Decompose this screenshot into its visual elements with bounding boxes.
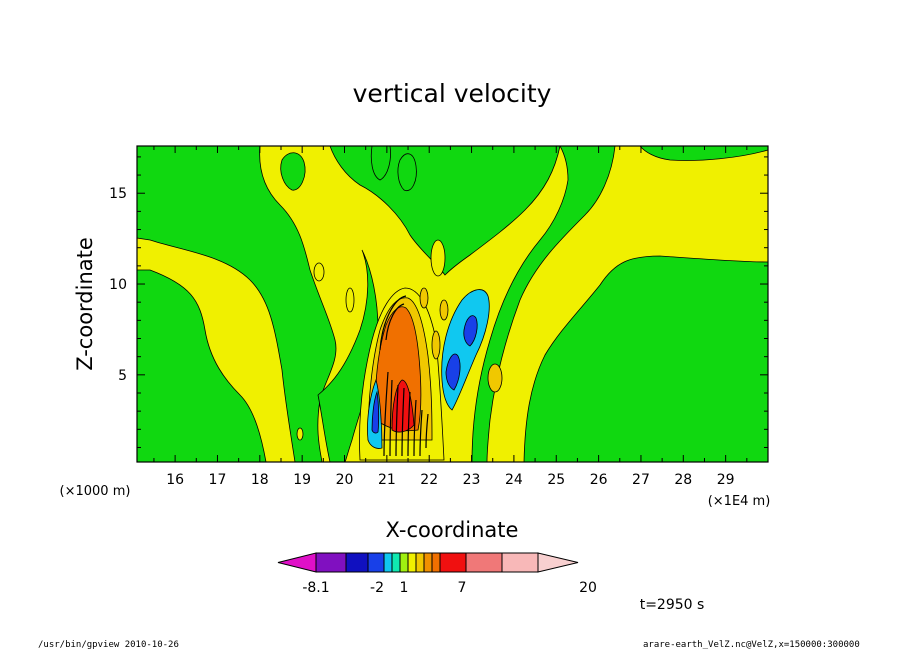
contour-fill-small-cells	[419, 287, 503, 393]
x-tick-label: 22	[420, 472, 438, 488]
contour-line	[419, 409, 423, 457]
x-tick-label: 23	[463, 472, 481, 488]
colorbar-label: -2	[370, 580, 384, 596]
chart-title: vertical velocity	[353, 79, 552, 108]
contour-line	[385, 303, 405, 341]
plot-frame	[136, 145, 769, 463]
y-axis-label: Z-coordinate	[73, 237, 97, 371]
x-axis-unit-right: (×1E4 m)	[708, 494, 771, 509]
x-tick-label: 26	[590, 472, 608, 488]
x-tick-label: 18	[251, 472, 269, 488]
colorbar-arrow-high	[537, 552, 579, 573]
green-region-top-left	[136, 145, 337, 463]
green-region-left	[136, 269, 267, 463]
colorbar-label: 20	[579, 580, 597, 596]
yellow-island-3	[430, 239, 446, 277]
small-cell-1	[487, 363, 503, 393]
colorbar-label: 1	[400, 580, 409, 596]
colorbar-box	[439, 552, 467, 573]
colorbar-box	[315, 552, 347, 573]
green-region-top-right	[639, 145, 769, 161]
contour-fill-downdraft	[441, 289, 490, 411]
colorbar-box	[431, 552, 441, 573]
yellow-island-4	[345, 287, 355, 313]
x-tick-label: 27	[632, 472, 650, 488]
colorbar-labels: -8.1 -2 1 7 20	[302, 580, 597, 596]
green-region-top-center	[329, 145, 561, 276]
colorbar	[277, 552, 579, 573]
y-tick-label: 15	[109, 186, 127, 202]
x-tick-label: 21	[378, 472, 396, 488]
colorbar-box	[399, 552, 409, 573]
colorbar-box	[345, 552, 369, 573]
small-cell-4	[431, 330, 441, 360]
x-tick-label: 24	[505, 472, 523, 488]
colorbar-box	[407, 552, 417, 573]
yellow-island-2	[296, 427, 304, 441]
contour-line	[425, 413, 429, 449]
small-cell-2	[419, 287, 429, 309]
core-blue-left	[371, 390, 380, 434]
contour-line	[389, 379, 393, 457]
contour-line	[413, 399, 417, 457]
colorbar-box	[501, 552, 539, 573]
y-tick-label: 5	[118, 368, 127, 384]
colorbar-box	[367, 552, 385, 573]
x-tick-label: 28	[674, 472, 692, 488]
footer-right: arare-earth_VelZ.nc@VelZ,x=150000:300000	[643, 640, 860, 650]
plot-area	[136, 145, 769, 463]
colorbar-box	[423, 552, 433, 573]
yellow-island-1	[313, 262, 325, 282]
contour-line	[383, 371, 389, 457]
green-island-2	[397, 153, 417, 192]
colorbar-arrow-low	[277, 552, 317, 573]
green-island-1	[280, 152, 306, 191]
colorbar-box	[383, 552, 393, 573]
contour-lines-dense	[379, 295, 429, 457]
colorbar-box	[391, 552, 401, 573]
x-tick-label: 29	[717, 472, 735, 488]
downdraft-blue-1	[445, 353, 461, 391]
colorbar-box	[465, 552, 503, 573]
contour-line	[407, 391, 411, 457]
contour-fill-yellow-islands	[296, 239, 446, 441]
downdraft-blue-2	[463, 315, 478, 347]
y-axis: 5 10 15	[109, 156, 768, 448]
small-cell-3	[439, 299, 449, 321]
y-tick-label: 10	[109, 277, 127, 293]
x-axis: 16 17 18 19 20 21 22 23 24 25 26 27 28 29	[153, 146, 748, 488]
colorbar-label: 7	[458, 580, 467, 596]
contour-line	[395, 384, 399, 457]
contour-line	[401, 387, 405, 457]
time-label: t=2950 s	[640, 597, 705, 613]
x-tick-label: 20	[336, 472, 354, 488]
x-axis-label: X-coordinate	[386, 518, 519, 542]
green-island-3	[370, 145, 391, 181]
colorbar-label: -8.1	[302, 580, 329, 596]
x-tick-label: 16	[166, 472, 184, 488]
x-tick-label: 17	[209, 472, 227, 488]
colorbar-box	[415, 552, 425, 573]
footer-left: /usr/bin/gpview 2010-10-26	[38, 640, 179, 650]
x-tick-label: 19	[293, 472, 311, 488]
green-region-right-large	[523, 255, 769, 463]
contour-fill-green	[136, 145, 769, 463]
x-axis-unit-left: (×1000 m)	[60, 484, 131, 499]
x-tick-label: 25	[547, 472, 565, 488]
contour-line	[379, 295, 407, 351]
